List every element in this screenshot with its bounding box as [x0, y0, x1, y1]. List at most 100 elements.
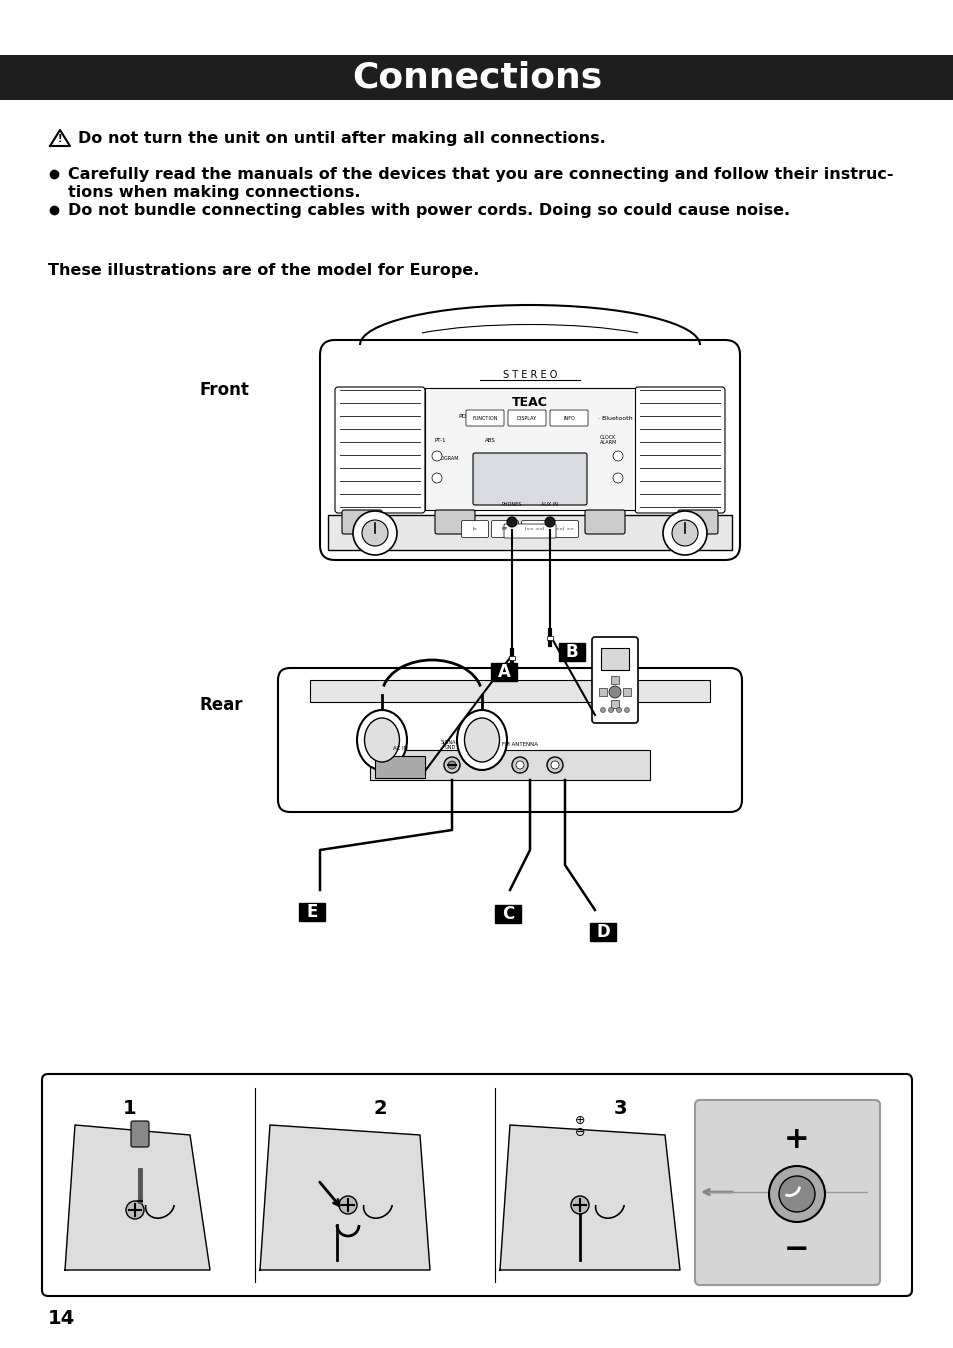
Circle shape: [544, 518, 555, 527]
FancyBboxPatch shape: [277, 669, 741, 811]
Text: |<: |<: [472, 527, 476, 531]
FancyBboxPatch shape: [507, 410, 545, 426]
Ellipse shape: [364, 718, 399, 762]
Circle shape: [432, 473, 441, 483]
Bar: [610, 675, 618, 683]
Circle shape: [599, 708, 605, 713]
FancyBboxPatch shape: [319, 340, 740, 559]
FancyBboxPatch shape: [551, 520, 578, 538]
Bar: [610, 700, 618, 708]
Text: tions when making connections.: tions when making connections.: [68, 185, 360, 200]
FancyBboxPatch shape: [695, 1100, 879, 1285]
Text: PT-1: PT-1: [435, 438, 446, 442]
Circle shape: [516, 762, 523, 768]
FancyBboxPatch shape: [550, 410, 587, 426]
Circle shape: [448, 762, 456, 768]
Ellipse shape: [464, 718, 499, 762]
Text: >>|  >>: >>| >>: [556, 527, 574, 531]
Text: FUNCTION: FUNCTION: [472, 415, 497, 421]
Text: PHONES: PHONES: [501, 501, 521, 507]
Text: E: E: [306, 903, 317, 921]
Text: ABS: ABS: [484, 438, 496, 442]
Circle shape: [662, 511, 706, 555]
Circle shape: [613, 473, 622, 483]
Text: B: B: [565, 643, 578, 661]
Ellipse shape: [356, 710, 407, 770]
FancyBboxPatch shape: [503, 524, 556, 538]
Circle shape: [608, 686, 620, 698]
Bar: [509, 656, 515, 661]
Circle shape: [551, 762, 558, 768]
Text: LOW: LOW: [369, 542, 380, 547]
Ellipse shape: [456, 710, 506, 770]
Text: C: C: [501, 905, 514, 923]
Polygon shape: [499, 1126, 679, 1270]
Circle shape: [126, 1201, 144, 1219]
Text: Front: Front: [200, 381, 250, 399]
Bar: [546, 636, 553, 640]
Text: Do not turn the unit on until after making all connections.: Do not turn the unit on until after maki…: [78, 131, 605, 146]
Bar: [310, 679, 709, 702]
Circle shape: [506, 518, 517, 527]
Text: +: +: [783, 1126, 809, 1154]
Text: PD-S: PD-S: [457, 414, 472, 418]
FancyBboxPatch shape: [42, 1074, 911, 1295]
Text: A: A: [497, 663, 510, 681]
Text: SIGNAL
GND: SIGNAL GND: [440, 740, 458, 751]
Circle shape: [613, 452, 622, 461]
Text: AC IN: AC IN: [392, 745, 407, 751]
Text: |<<  >>|: |<< >>|: [525, 527, 544, 531]
Text: DISPLAY: DISPLAY: [517, 415, 537, 421]
Circle shape: [616, 708, 620, 713]
Text: These illustrations are of the model for Europe.: These illustrations are of the model for…: [48, 263, 478, 278]
Bar: [598, 687, 606, 696]
Bar: [558, 643, 584, 661]
Circle shape: [361, 520, 388, 546]
Text: TUNING
UP: TUNING UP: [678, 515, 697, 526]
Text: AUX IN: AUX IN: [541, 501, 558, 507]
Bar: [600, 648, 628, 670]
Text: Rear: Rear: [200, 696, 243, 714]
Text: · Bluetooth: · Bluetooth: [598, 415, 632, 421]
Bar: [622, 687, 630, 696]
FancyBboxPatch shape: [473, 453, 586, 506]
FancyBboxPatch shape: [584, 510, 624, 534]
FancyBboxPatch shape: [131, 1122, 149, 1147]
Circle shape: [338, 1196, 356, 1215]
Circle shape: [512, 758, 527, 772]
Text: Do not bundle connecting cables with power cords. Doing so could cause noise.: Do not bundle connecting cables with pow…: [68, 202, 789, 217]
Text: ⊖: ⊖: [574, 1127, 584, 1139]
Text: P/P: P/P: [501, 527, 508, 531]
Bar: [328, 515, 731, 550]
FancyBboxPatch shape: [521, 520, 548, 538]
Circle shape: [571, 1196, 588, 1215]
Circle shape: [608, 708, 613, 713]
Bar: [0, 55, 953, 100]
Circle shape: [671, 520, 698, 546]
Text: 1: 1: [123, 1099, 136, 1117]
Text: FM ANTENNA: FM ANTENNA: [501, 743, 537, 748]
Text: Connections: Connections: [352, 61, 601, 94]
Bar: [375, 756, 424, 778]
Polygon shape: [260, 1126, 430, 1270]
Circle shape: [443, 758, 459, 772]
FancyBboxPatch shape: [341, 510, 381, 534]
Bar: [424, 388, 635, 510]
Circle shape: [779, 1175, 814, 1212]
Polygon shape: [65, 1126, 210, 1270]
Text: INFO: INFO: [562, 415, 575, 421]
Text: VOLUME
UP: VOLUME UP: [364, 515, 385, 526]
Bar: [298, 903, 325, 921]
Text: 2: 2: [373, 1099, 386, 1117]
Text: 14: 14: [48, 1309, 75, 1328]
Bar: [370, 749, 649, 780]
Circle shape: [546, 758, 562, 772]
Text: 3: 3: [613, 1099, 626, 1117]
Circle shape: [353, 511, 396, 555]
FancyBboxPatch shape: [461, 520, 488, 538]
Text: D: D: [596, 923, 609, 941]
Text: TEAC: TEAC: [512, 395, 547, 408]
FancyBboxPatch shape: [435, 510, 475, 534]
FancyBboxPatch shape: [491, 520, 518, 538]
Circle shape: [768, 1166, 824, 1223]
